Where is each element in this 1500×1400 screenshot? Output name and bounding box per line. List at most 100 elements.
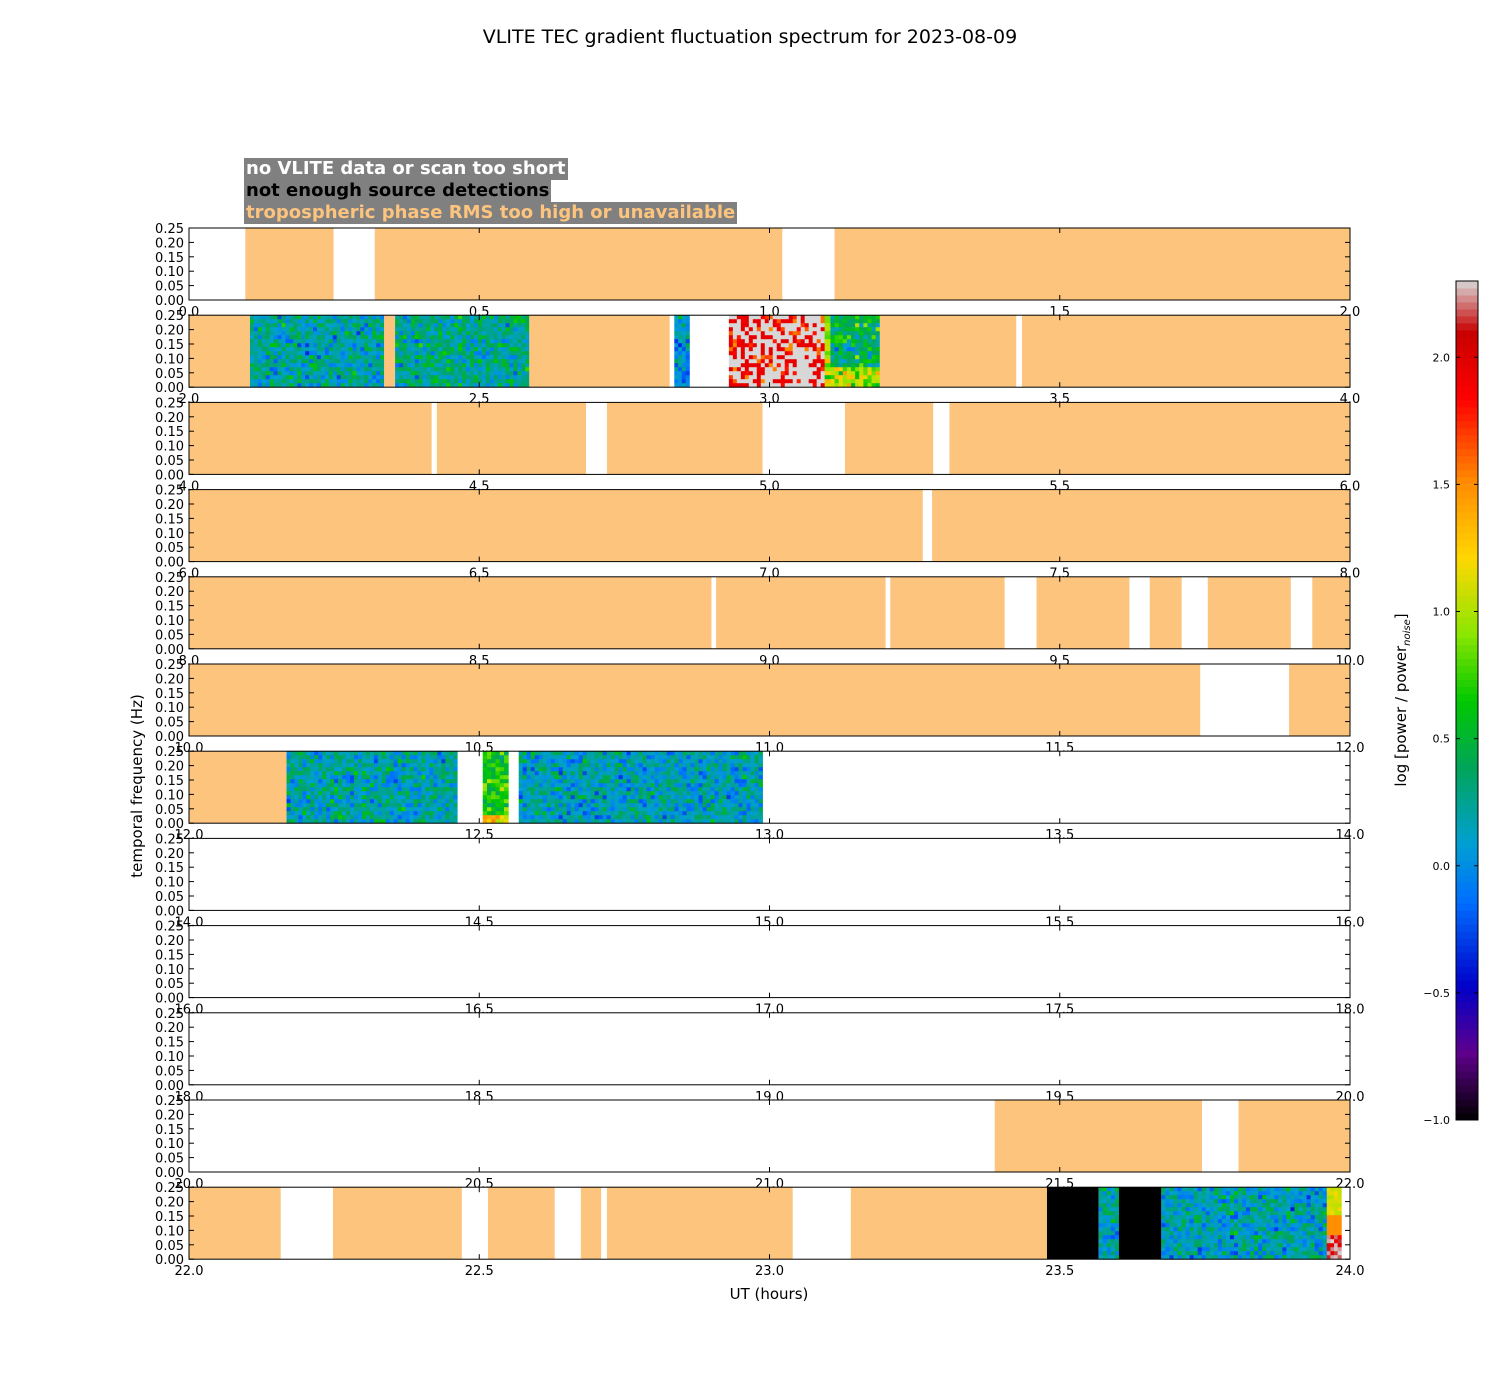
spectrum-cell	[1205, 1207, 1211, 1212]
spectrum-cell	[594, 783, 600, 788]
spectrum-cell	[662, 799, 668, 804]
spectrum-cell	[558, 775, 564, 780]
spectrum-cell	[851, 363, 856, 368]
spectrum-cell	[754, 763, 759, 768]
spectrum-cell	[598, 767, 604, 772]
spectrum-cell	[1165, 1215, 1170, 1220]
spectrum-cell	[438, 359, 443, 364]
spectrum-cell	[273, 359, 278, 364]
spectrum-cell	[344, 371, 349, 376]
spectrum-cell	[1213, 1203, 1219, 1208]
spectrum-cell	[1102, 1207, 1108, 1212]
spectrum-cell	[338, 779, 343, 784]
spectrum-cell	[442, 379, 447, 384]
spectrum-cell	[526, 783, 532, 788]
spectrum-cell	[449, 807, 454, 812]
spectrum-cell	[381, 771, 387, 776]
spectrum-cell	[434, 343, 439, 348]
spectrum-cell	[348, 343, 353, 348]
spectrum-cell	[338, 811, 343, 816]
spectrum-cell	[348, 359, 353, 364]
spectrum-cell	[830, 375, 835, 380]
spectrum-cell	[602, 815, 608, 820]
spectrum-cell	[499, 763, 505, 768]
spectrum-cell	[434, 383, 439, 388]
spectrum-cell	[350, 803, 355, 808]
spectrum-cell	[302, 795, 307, 800]
spectrum-cell	[582, 759, 588, 764]
spectrum-cell	[678, 347, 683, 352]
spectrum-cell	[445, 787, 450, 792]
spectrum-cell	[674, 339, 679, 344]
spectrum-cell	[249, 371, 255, 376]
spectrum-cell	[1229, 1195, 1235, 1200]
spectrum-cell	[578, 815, 584, 820]
spectrum-cell	[495, 791, 501, 796]
spectrum-cell	[294, 811, 299, 816]
spectrum-cell	[578, 751, 584, 756]
spectrum-cell	[450, 327, 455, 332]
spectrum-cell	[413, 811, 418, 816]
spectrum-cell	[871, 355, 877, 360]
spectrum-cell	[290, 807, 295, 812]
spectrum-cell	[499, 795, 505, 800]
spectrum-cell	[1270, 1199, 1275, 1204]
spectrum-cell	[495, 795, 501, 800]
spectrum-cell	[851, 375, 856, 380]
spectrum-cell	[788, 383, 794, 388]
spectrum-cell	[562, 799, 568, 804]
spectrum-cell	[1209, 1223, 1215, 1228]
spectrum-cell	[710, 799, 715, 804]
spectrum-cell	[429, 779, 434, 784]
spectrum-cell	[666, 755, 672, 760]
spectrum-cell	[1165, 1247, 1170, 1252]
spectrum-cell	[269, 327, 275, 332]
spectrum-cell	[373, 791, 379, 796]
spectrum-cell	[788, 359, 794, 364]
spectrum-cell	[361, 763, 367, 768]
spectrum-cell	[249, 331, 255, 336]
spectrum-cell	[372, 335, 377, 340]
spectrum-cell	[1181, 1219, 1186, 1224]
spectrum-cell	[517, 335, 522, 340]
spectrum-cell	[518, 791, 524, 796]
spectrum-cell	[485, 359, 491, 364]
spectrum-cell	[754, 795, 759, 800]
spectrum-cell	[630, 803, 636, 808]
spectrum-cell	[293, 371, 298, 376]
spectrum-cell	[756, 339, 762, 344]
spectrum-cell	[450, 315, 455, 320]
spectrum-cell	[1266, 1243, 1271, 1248]
spectrum-cell	[324, 339, 330, 344]
spectrum-cell	[678, 335, 683, 340]
spectrum-cell	[509, 315, 514, 320]
spectrum-cell	[322, 799, 327, 804]
spectrum-cell	[1213, 1207, 1219, 1212]
spectrum-cell	[421, 767, 426, 772]
spectrum-cell	[354, 803, 359, 808]
spectrum-cell	[340, 315, 345, 320]
spectrum-cell	[714, 791, 719, 796]
spectrum-cell	[410, 319, 416, 324]
spectrum-cell	[686, 791, 691, 796]
spectrum-cell	[1177, 1227, 1182, 1232]
spectrum-cell	[470, 375, 475, 380]
spectrum-cell	[1106, 1207, 1112, 1212]
spectrum-cell	[586, 803, 592, 808]
spectrum-cell	[674, 323, 679, 328]
spectrum-cell	[846, 339, 852, 344]
spectrum-cell	[792, 347, 798, 352]
spectrum-cell	[859, 327, 864, 332]
spectrum-cell	[522, 791, 528, 796]
spectrum-cell	[418, 363, 424, 368]
spectrum-cell	[546, 759, 552, 764]
spectrum-cell	[610, 767, 616, 772]
spectrum-cell	[674, 351, 679, 356]
spectrum-cell	[305, 335, 310, 340]
spectrum-cell	[744, 379, 750, 384]
spectrum-cell	[682, 767, 687, 772]
spectrum-cell	[342, 775, 347, 780]
spectrum-cell	[369, 795, 375, 800]
spectrum-cell	[662, 763, 668, 768]
spectrum-cell	[473, 323, 479, 328]
